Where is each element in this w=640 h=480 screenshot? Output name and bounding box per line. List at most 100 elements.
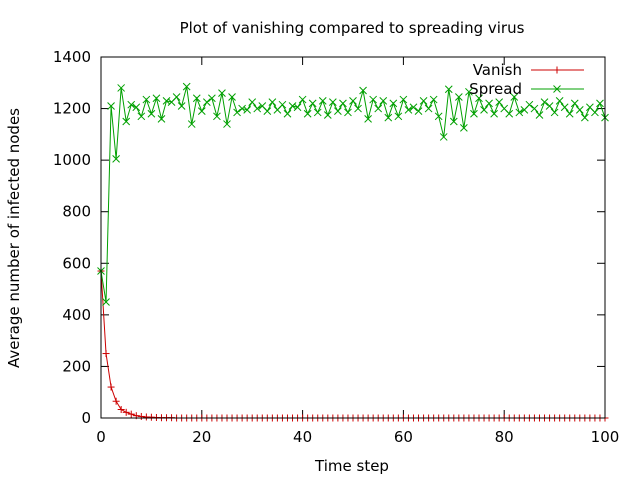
spread-data-point [102,298,110,306]
spread-data-point [288,102,297,110]
spread-data-point [454,93,463,101]
spread-data-point [107,102,115,110]
spread-data-point [177,102,186,110]
spread-data-point [283,109,292,118]
legend-label-spread: Spread [469,80,522,98]
spread-data-point [394,112,403,121]
spread-data-point [122,117,131,126]
vanish-data-point [137,412,145,420]
spread-data-point [389,99,398,108]
spread-data-point [460,124,468,132]
y-tick-label: 0 [81,409,91,427]
spread-data-point [399,95,408,104]
spread-data-point [429,95,438,104]
spread-data-point [334,107,342,116]
spread-data-point [424,104,433,113]
spread-data-point [233,108,241,117]
spread-data-point [147,109,156,118]
spread-data-point [152,94,161,103]
spread-data-point [298,95,307,104]
x-tick-label: 40 [293,428,312,446]
spread-data-point [313,108,322,117]
spread-data-point [213,112,221,121]
vanish-data-point [122,408,130,416]
spread-data-point [439,133,448,141]
spread-data-point [238,104,246,113]
spread-data-point [505,109,514,118]
spread-data-point [308,99,317,108]
spread-data-point [344,108,352,117]
spread-data-point [349,96,357,105]
spread-data-point [354,104,362,113]
vanish-data-point [107,383,115,391]
spread-data-point [359,86,367,95]
x-tick-label: 20 [192,428,211,446]
spread-data-point [278,100,287,109]
spread-data-point [172,93,181,101]
spread-data-point [369,95,378,104]
y-tick-label: 400 [62,306,91,324]
spread-data-point [540,98,549,106]
spread-data-point [142,95,151,104]
spread-data-point [565,109,574,118]
spread-data-point [162,96,171,105]
spread-data-point [127,100,136,109]
spread-data-point [409,103,418,112]
spread-data-point [339,99,347,108]
spread-data-point [112,155,120,163]
spread-data-point [364,115,372,123]
x-ticks: 0 20 40 60 80 100 [96,57,619,446]
y-ticks: 0 200 400 600 800 1000 1200 1400 [53,48,605,427]
spread-data-point [328,98,337,106]
spread-data-point [323,111,332,119]
spread-data-point [157,115,166,123]
vanish-data-point [127,410,135,418]
spread-data-point [580,113,589,122]
x-axis-label: Time step [314,457,389,475]
spread-data-point [243,106,252,114]
spread-data-point [525,100,534,109]
vanish-data-point [112,397,120,405]
spread-data-point [480,106,488,114]
spread-data-point [434,112,443,121]
spread-data-point [404,106,413,114]
y-tick-label: 800 [62,203,91,221]
spread-data-point [137,112,146,121]
spread-data-point [591,108,599,117]
spread-data-point [303,109,312,118]
spread-data-point [228,93,236,101]
spread-data-point [485,99,493,108]
spread-data-point [530,104,539,113]
vanish-data-point [117,405,125,413]
legend-marker-vanish [553,66,561,74]
spread-data-point [570,99,579,108]
plot-frame [100,56,606,419]
legend-marker-spread [553,85,561,93]
vanish-data-point [102,350,110,358]
x-tick-label: 80 [495,428,514,446]
y-tick-label: 200 [62,357,91,375]
spread-data-point [545,102,554,110]
spread-data-point [218,89,226,97]
y-tick-label: 1000 [53,151,91,169]
spread-data-point [495,98,504,106]
spread-data-point [117,84,126,92]
y-tick-label: 1400 [53,48,91,66]
spread-data-point [223,120,231,128]
spread-data-point [132,103,141,112]
spread-data-point [555,96,564,105]
spread-data-point [465,87,473,96]
spread-data-point [490,109,498,118]
spread-data-point [535,111,544,119]
y-tick-label: 1200 [53,100,91,118]
spread-data-point [444,85,453,94]
spread-data-point [374,104,383,113]
spread-data-point [379,96,388,105]
spread-data-point [202,98,211,106]
spread-data-point [510,93,519,101]
spread-data-point [475,94,483,103]
legend-label-vanish: Vanish [473,61,522,79]
spread-data-point [253,104,262,113]
